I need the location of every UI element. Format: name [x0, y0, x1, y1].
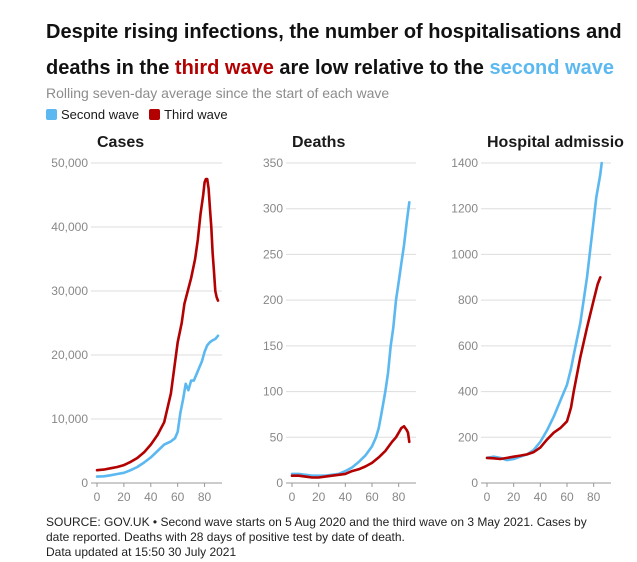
panel-title: Deaths: [292, 134, 345, 151]
chart-title: Despite rising infections, the number of…: [46, 14, 626, 86]
x-tick-label: 60: [365, 490, 379, 504]
x-tick-label: 20: [507, 490, 521, 504]
y-tick-label: 150: [263, 339, 283, 353]
legend-item-second: Second wave: [46, 107, 139, 122]
y-tick-label: 350: [263, 156, 283, 170]
footer-line-3: Data updated at 15:50 30 July 2021: [46, 545, 237, 559]
y-tick-label: 250: [263, 247, 283, 261]
y-tick-label: 40,000: [51, 220, 88, 234]
y-tick-label: 800: [458, 293, 478, 307]
title-part1: Despite rising infections, the number of…: [46, 21, 622, 79]
title-third-wave: third wave: [174, 57, 274, 79]
x-tick-label: 0: [94, 490, 101, 504]
title-second-wave: second wave: [489, 57, 614, 79]
x-tick-label: 60: [171, 490, 185, 504]
y-tick-label: 100: [263, 385, 283, 399]
y-tick-label: 200: [263, 293, 283, 307]
panel-2: Deaths 0 50 100 150 200 250 300 350 0 20 40 60 80: [263, 134, 416, 504]
footer-line-2: date reported. Deaths with 28 days of po…: [46, 530, 405, 544]
x-tick-label: 80: [587, 490, 601, 504]
series-line-third-wave: [95, 177, 220, 472]
y-tick-label: 50,000: [51, 156, 88, 170]
y-tick-label: 300: [263, 202, 283, 216]
y-tick-label: 1400: [451, 156, 478, 170]
x-tick-label: 0: [484, 490, 491, 504]
y-tick-label: 30,000: [51, 284, 88, 298]
footer-line-1: SOURCE: GOV.UK • Second wave starts on 5…: [46, 515, 587, 529]
y-tick-label: 50: [270, 430, 284, 444]
y-tick-label: 200: [458, 430, 478, 444]
panel-title: Cases: [97, 134, 144, 151]
x-tick-label: 80: [392, 490, 406, 504]
title-part2: are low relative to the: [273, 57, 490, 79]
x-tick-label: 40: [339, 490, 353, 504]
y-tick-label: 0: [471, 476, 478, 490]
panel-title: Hospital admissio: [487, 134, 624, 151]
panel-1: Cases 0 10,000 20,000 30,000 40,000 50,000 0 20 4…: [51, 134, 222, 504]
legend-label-third: Third wave: [164, 107, 228, 122]
y-tick-label: 0: [276, 476, 283, 490]
series-line-third-wave: [290, 425, 411, 479]
y-tick-label: 10,000: [51, 412, 88, 426]
y-tick-label: 1200: [451, 202, 478, 216]
series-line-second-wave: [290, 201, 411, 477]
x-tick-label: 80: [198, 490, 212, 504]
x-tick-label: 60: [560, 490, 574, 504]
x-tick-label: 40: [534, 490, 548, 504]
series-line-second-wave: [95, 334, 220, 478]
y-tick-label: 400: [458, 385, 478, 399]
footer-source: SOURCE: GOV.UK • Second wave starts on 5…: [46, 515, 621, 560]
y-tick-label: 1000: [451, 247, 478, 261]
x-tick-label: 40: [144, 490, 158, 504]
legend-label-second: Second wave: [61, 107, 140, 122]
legend-item-third: Third wave: [149, 107, 228, 122]
legend-swatch-third: [149, 109, 161, 120]
small-multiples-charts: Cases 0 10,000 20,000 30,000 40,000 50,000 0 20 4…: [51, 134, 624, 504]
series-line-third-wave: [485, 276, 602, 461]
legend: Second wave Third wave: [46, 107, 238, 122]
x-tick-label: 0: [289, 490, 296, 504]
panel-3: Hospital admissio02004006008001000120014…: [451, 134, 624, 504]
y-tick-label: 0: [81, 476, 88, 490]
legend-swatch-second: [46, 109, 57, 120]
y-tick-label: 20,000: [51, 348, 88, 362]
chart-subtitle: Rolling seven-day average since the star…: [46, 85, 390, 101]
x-tick-label: 20: [117, 490, 131, 504]
y-tick-label: 600: [458, 339, 478, 353]
x-tick-label: 20: [312, 490, 326, 504]
series-line-second-wave: [485, 161, 603, 462]
